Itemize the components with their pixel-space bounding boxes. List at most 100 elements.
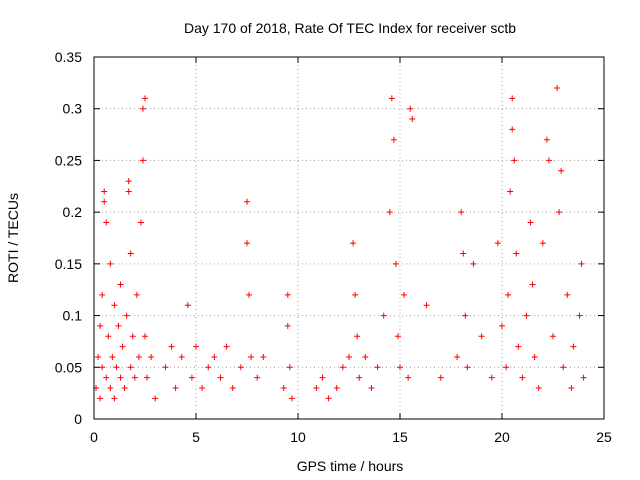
data-point [507, 188, 514, 195]
data-point [386, 209, 393, 216]
data-point [188, 374, 195, 381]
data-point [111, 302, 118, 309]
data-point [460, 250, 467, 257]
data-point [462, 312, 469, 319]
data-point [244, 198, 250, 205]
data-point [284, 322, 291, 329]
data-point [560, 364, 567, 371]
data-point [284, 291, 291, 298]
data-point [380, 312, 387, 319]
y-tick-label: 0.15 [55, 256, 82, 272]
data-point [117, 374, 124, 381]
y-tick-label: 0.35 [55, 49, 82, 65]
data-point [142, 95, 148, 102]
data-point [103, 219, 110, 226]
data-point [570, 343, 577, 350]
data-point [543, 136, 550, 143]
data-point [388, 95, 395, 102]
data-point [97, 322, 104, 329]
data-point [123, 312, 130, 319]
x-tick-label: 20 [494, 429, 510, 445]
chart-title: Day 170 of 2018, Rate Of TEC Index for r… [184, 20, 516, 36]
data-point [217, 374, 224, 381]
data-point [535, 384, 542, 391]
data-point [325, 395, 332, 402]
data-point [211, 353, 218, 360]
data-point [125, 178, 132, 185]
data-point [394, 333, 401, 340]
data-point [339, 364, 346, 371]
data-point [405, 374, 412, 381]
data-point [515, 343, 522, 350]
data-point [513, 250, 520, 257]
data-point [576, 312, 583, 319]
data-point [454, 353, 461, 360]
data-point [172, 384, 179, 391]
data-points [93, 85, 587, 402]
data-point [113, 364, 120, 371]
data-point [248, 353, 255, 360]
data-point [137, 219, 144, 226]
data-point [368, 384, 375, 391]
data-point [494, 240, 501, 247]
data-point [148, 353, 155, 360]
data-point [578, 260, 585, 267]
data-point [458, 209, 465, 216]
data-point [464, 364, 471, 371]
y-tick-label: 0.2 [63, 204, 83, 220]
data-point [401, 291, 408, 298]
data-point [103, 374, 110, 381]
data-point [152, 395, 159, 402]
data-point [129, 333, 136, 340]
data-point [144, 374, 151, 381]
data-point [397, 364, 403, 371]
data-point [244, 240, 250, 247]
data-point [499, 322, 505, 329]
data-point [125, 188, 132, 195]
data-point [554, 85, 561, 92]
data-point [409, 116, 416, 123]
y-tick-label: 0.05 [55, 359, 82, 375]
data-point [539, 240, 546, 247]
data-point [488, 374, 495, 381]
data-point [205, 364, 212, 371]
data-point [99, 291, 106, 298]
data-point [523, 312, 530, 319]
data-point [193, 343, 199, 350]
data-point [115, 322, 122, 329]
data-point [105, 333, 112, 340]
data-point [178, 353, 185, 360]
data-point [509, 95, 516, 102]
y-tick-label: 0 [74, 411, 82, 427]
data-point [505, 291, 512, 298]
data-point [356, 374, 363, 381]
data-point [580, 374, 587, 381]
data-point [107, 260, 114, 267]
y-tick-label: 0.1 [63, 308, 83, 324]
data-point [437, 374, 444, 381]
x-tick-label: 15 [392, 429, 408, 445]
data-point [333, 384, 340, 391]
data-point [509, 126, 516, 133]
data-point [503, 364, 510, 371]
data-point [288, 395, 295, 402]
data-point [223, 343, 230, 350]
data-point [121, 384, 128, 391]
data-point [319, 374, 326, 381]
data-point [139, 157, 146, 164]
data-point [354, 333, 361, 340]
data-point [556, 209, 563, 216]
data-point [199, 384, 206, 391]
data-point [286, 364, 293, 371]
data-point [119, 343, 126, 350]
x-axis-label: GPS time / hours [297, 458, 404, 474]
data-point [470, 260, 477, 267]
x-tick-label: 25 [596, 429, 612, 445]
data-point [568, 384, 575, 391]
data-point [131, 374, 138, 381]
data-point [352, 291, 359, 298]
data-point [135, 353, 142, 360]
data-point [117, 281, 124, 288]
data-point [184, 302, 191, 309]
data-point [246, 291, 253, 298]
